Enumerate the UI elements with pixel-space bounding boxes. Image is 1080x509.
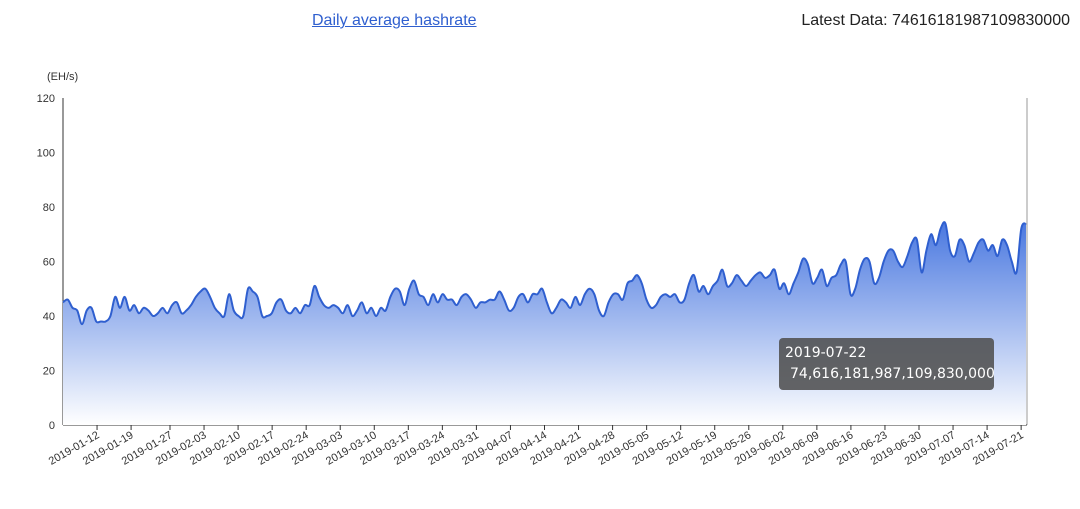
tooltip-value: 74,616,181,987,109,830,000 bbox=[790, 366, 995, 382]
hashrate-area bbox=[63, 222, 1026, 425]
y-tick-label: 20 bbox=[43, 366, 55, 378]
y-tick-label: 80 bbox=[43, 202, 55, 214]
y-tick-label: 120 bbox=[37, 93, 55, 105]
tooltip-date: 2019-07-22 bbox=[785, 345, 867, 361]
y-tick-label: 100 bbox=[37, 148, 55, 160]
latest-data-label: Latest Data: bbox=[801, 12, 893, 29]
data-tooltip: 2019-07-22 74,616,181,987,109,830,000 bbox=[779, 338, 995, 390]
x-axis: 2019-01-122019-01-192019-01-272019-02-03… bbox=[47, 424, 1027, 468]
y-axis: 0 20 40 60 80 100 120 bbox=[37, 93, 1028, 432]
tooltip-row: 74,616,181,987,109,830,000 bbox=[785, 366, 995, 382]
chart-title-link[interactable]: Daily average hashrate bbox=[312, 12, 477, 29]
latest-data: Latest Data: 74616181987109830000 bbox=[801, 12, 1070, 30]
latest-data-value: 74616181987109830000 bbox=[892, 12, 1070, 29]
hashrate-line bbox=[62, 221, 1027, 326]
y-tick-label: 40 bbox=[43, 311, 55, 323]
y-axis-unit-label: (EH/s) bbox=[47, 71, 78, 83]
y-tick-label: 0 bbox=[49, 420, 55, 432]
y-tick-label: 60 bbox=[43, 257, 55, 269]
